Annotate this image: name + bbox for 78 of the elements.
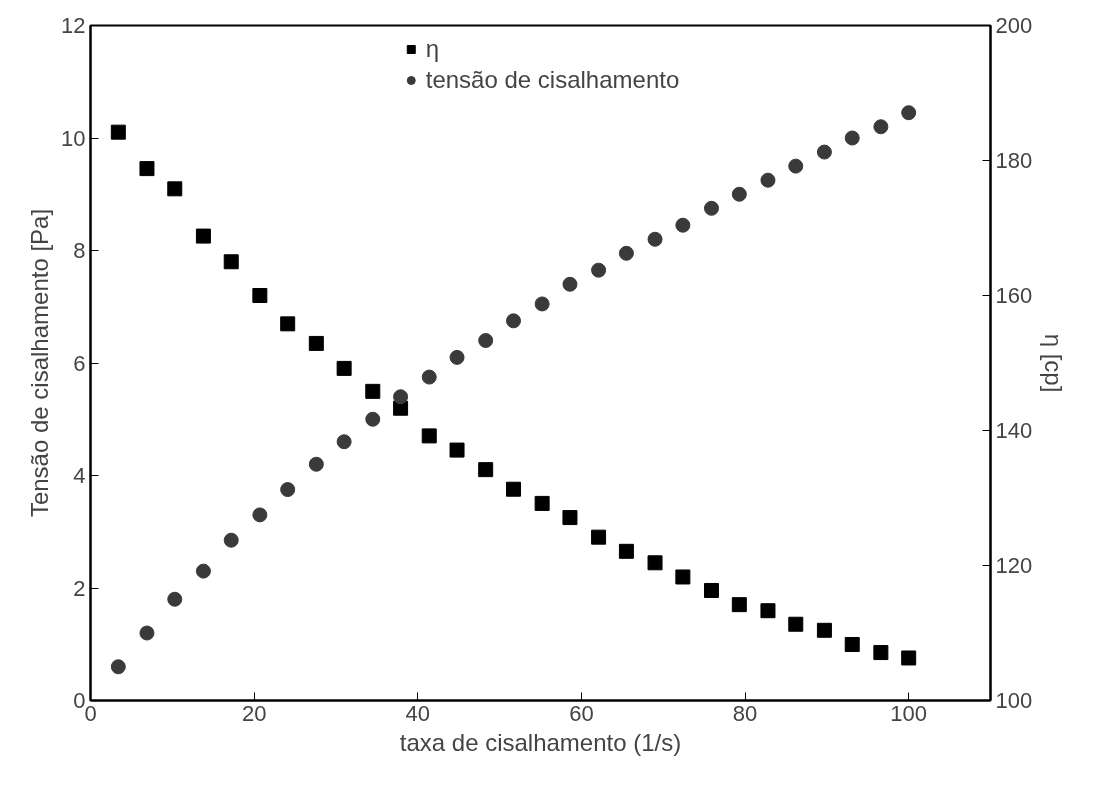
- x-tick-label: 40: [405, 700, 431, 726]
- point: [421, 428, 437, 444]
- point: [139, 161, 155, 177]
- point: [562, 276, 578, 292]
- point: [167, 181, 183, 197]
- point: [816, 622, 832, 638]
- point: [901, 105, 917, 121]
- point: [901, 650, 917, 666]
- point: [534, 495, 550, 511]
- point: [308, 456, 324, 472]
- point: [647, 231, 663, 247]
- point: [873, 119, 889, 135]
- y2-tick-label: 120: [995, 553, 1033, 578]
- y-tick-label: 8: [73, 238, 86, 263]
- point: [421, 369, 437, 385]
- y2-tick-label: 160: [995, 283, 1033, 308]
- point: [731, 186, 747, 202]
- point: [365, 383, 381, 399]
- x-axis-title: taxa de cisalhamento (1/s): [399, 728, 682, 756]
- point: [506, 481, 521, 497]
- point: [534, 296, 550, 312]
- point: [223, 254, 239, 270]
- point: [816, 144, 832, 160]
- point: [280, 482, 296, 498]
- point: [760, 172, 776, 188]
- point: [704, 200, 719, 216]
- point: [704, 582, 719, 598]
- point: [139, 625, 155, 641]
- point: [336, 360, 352, 376]
- point: [195, 228, 211, 244]
- y-axis-title: Tensão de cisalhamento [Pa]: [26, 208, 54, 518]
- y2-tick-label: 180: [995, 148, 1033, 173]
- point: [731, 597, 747, 613]
- x-tick-label: 100: [890, 700, 928, 726]
- point: [336, 434, 352, 450]
- y2-tick-label: 140: [995, 418, 1033, 443]
- point: [110, 124, 126, 140]
- point: [844, 636, 860, 652]
- point: [478, 462, 494, 478]
- point: [788, 616, 804, 632]
- y-tick-label: 4: [73, 463, 86, 488]
- point: [478, 333, 494, 348]
- point: [449, 349, 465, 365]
- point: [449, 442, 465, 458]
- point: [252, 507, 268, 523]
- legend-label: tensão de cisalhamento: [425, 66, 680, 94]
- point: [591, 529, 607, 545]
- y-tick-label: 2: [73, 575, 86, 601]
- point: [223, 532, 239, 548]
- point: [675, 217, 691, 233]
- point: [618, 245, 634, 261]
- x-tick-label: 20: [241, 700, 267, 726]
- point: [167, 591, 183, 607]
- point: [195, 563, 211, 579]
- y-tick-label: 6: [73, 350, 86, 376]
- point: [760, 603, 776, 619]
- point: [675, 569, 691, 585]
- point: [647, 555, 663, 571]
- y-tick-label: 10: [61, 125, 86, 151]
- x-tick-label: 80: [732, 700, 758, 726]
- point: [393, 389, 409, 405]
- y-tick-label: 12: [61, 13, 86, 38]
- point: [591, 262, 607, 278]
- point: [506, 313, 521, 329]
- point: [844, 130, 860, 146]
- point: [110, 659, 126, 675]
- y2-axis-title: η [cp]: [1040, 333, 1068, 393]
- point: [562, 510, 578, 526]
- point: [252, 288, 268, 303]
- x-tick-label: 60: [569, 700, 594, 726]
- point: [873, 645, 889, 661]
- point: [308, 335, 324, 351]
- point: [280, 316, 296, 332]
- point: [788, 158, 804, 174]
- y2-tick-label: 200: [995, 13, 1033, 38]
- legend-label: η: [425, 35, 441, 63]
- point: [618, 543, 634, 559]
- point: [365, 411, 381, 427]
